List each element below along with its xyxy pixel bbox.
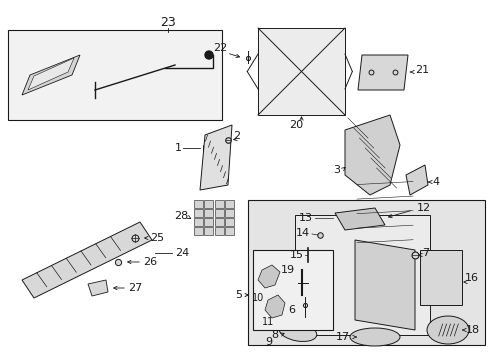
Bar — [204, 209, 213, 217]
Bar — [204, 227, 213, 235]
Polygon shape — [334, 208, 384, 230]
Polygon shape — [22, 222, 152, 298]
Bar — [225, 227, 234, 235]
Polygon shape — [357, 55, 407, 90]
Bar — [247, 200, 484, 345]
Bar — [215, 227, 224, 235]
Text: 16: 16 — [464, 273, 478, 283]
Bar — [194, 218, 203, 226]
Polygon shape — [354, 240, 414, 330]
Bar — [215, 209, 224, 217]
Text: 10: 10 — [251, 293, 264, 303]
Circle shape — [204, 51, 213, 59]
Text: 14: 14 — [295, 228, 309, 238]
Bar — [419, 250, 461, 305]
Text: 3: 3 — [332, 165, 339, 175]
Bar — [215, 218, 224, 226]
Bar — [252, 250, 332, 330]
Text: 7: 7 — [421, 248, 428, 258]
Bar — [294, 215, 429, 335]
Text: 18: 18 — [465, 325, 479, 335]
Bar — [194, 227, 203, 235]
Bar — [258, 28, 345, 115]
Bar — [194, 209, 203, 217]
Text: 4: 4 — [431, 177, 438, 187]
Text: 21: 21 — [414, 65, 428, 75]
Polygon shape — [345, 115, 399, 195]
Text: 8: 8 — [270, 330, 278, 340]
Bar — [194, 200, 203, 208]
Polygon shape — [405, 165, 427, 195]
Ellipse shape — [426, 316, 468, 344]
Text: 20: 20 — [289, 120, 303, 130]
Text: 25: 25 — [150, 233, 164, 243]
Polygon shape — [264, 295, 285, 318]
Text: 13: 13 — [298, 213, 312, 223]
Polygon shape — [28, 58, 74, 90]
Text: 23: 23 — [160, 15, 176, 28]
Text: 26: 26 — [142, 257, 157, 267]
Text: 1: 1 — [175, 143, 182, 153]
Text: 27: 27 — [128, 283, 142, 293]
Polygon shape — [22, 55, 80, 95]
Text: 24: 24 — [175, 248, 189, 258]
Bar — [204, 200, 213, 208]
Bar — [204, 218, 213, 226]
Text: 12: 12 — [416, 203, 430, 213]
Text: 11: 11 — [262, 317, 274, 327]
Text: 5: 5 — [235, 290, 242, 300]
Bar — [225, 200, 234, 208]
Text: 6: 6 — [287, 305, 294, 315]
Bar — [8, 30, 222, 120]
Polygon shape — [258, 265, 280, 288]
Text: 22: 22 — [212, 43, 226, 53]
Text: 9: 9 — [265, 337, 272, 347]
Bar — [225, 218, 234, 226]
Bar — [225, 209, 234, 217]
Ellipse shape — [279, 323, 316, 341]
Text: 19: 19 — [280, 265, 294, 275]
Polygon shape — [88, 280, 108, 296]
Polygon shape — [200, 125, 231, 190]
Ellipse shape — [349, 328, 399, 346]
Text: 15: 15 — [289, 250, 304, 260]
Text: 28: 28 — [173, 211, 187, 221]
Bar — [215, 200, 224, 208]
Text: 2: 2 — [232, 131, 240, 141]
Text: 17: 17 — [335, 332, 349, 342]
